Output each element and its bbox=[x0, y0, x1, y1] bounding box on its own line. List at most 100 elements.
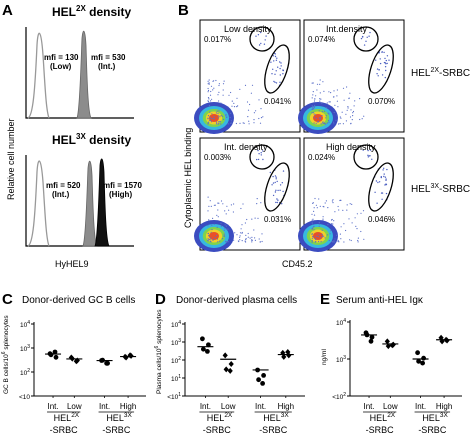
event-dot bbox=[218, 202, 220, 204]
gate-dot bbox=[281, 203, 283, 205]
event-dot bbox=[319, 83, 321, 85]
gate-dot bbox=[371, 158, 373, 160]
event-dot bbox=[334, 238, 336, 240]
event-dot bbox=[233, 239, 235, 241]
data-point bbox=[415, 350, 420, 356]
group-sublabel: -SRBC bbox=[366, 425, 395, 435]
event-dot bbox=[248, 123, 250, 125]
dot-plot-title: Donor-derived GC B cells bbox=[22, 295, 135, 306]
flow-plot-title: High density bbox=[326, 142, 376, 152]
event-dot bbox=[218, 91, 220, 93]
gate-dot bbox=[383, 167, 385, 169]
data-point bbox=[260, 381, 265, 386]
gate-dot bbox=[282, 170, 285, 172]
event-dot bbox=[254, 217, 256, 219]
gate-dot bbox=[385, 192, 388, 195]
gate-dot bbox=[279, 189, 281, 191]
event-dot bbox=[215, 112, 217, 114]
category-label: Int. bbox=[363, 402, 374, 411]
gate-dot bbox=[385, 59, 387, 62]
event-dot bbox=[335, 119, 337, 121]
gate-dot bbox=[366, 36, 368, 38]
gate-dot bbox=[367, 149, 369, 152]
event-dot bbox=[322, 219, 324, 222]
event-dot bbox=[334, 211, 336, 213]
event-dot bbox=[363, 115, 365, 117]
gate-dot bbox=[384, 66, 387, 68]
event-dot bbox=[207, 239, 209, 241]
gate-dot bbox=[256, 158, 258, 161]
group-label: HEL3X bbox=[106, 412, 132, 423]
event-dot bbox=[254, 239, 256, 241]
gate-dot bbox=[260, 42, 262, 45]
event-dot bbox=[217, 94, 219, 96]
event-dot bbox=[247, 116, 249, 118]
event-dot bbox=[321, 229, 323, 231]
event-dot bbox=[325, 200, 327, 202]
gate-dot bbox=[265, 35, 267, 37]
category-label: Int. bbox=[200, 402, 211, 411]
event-dot bbox=[349, 239, 351, 241]
group-label: HEL2X bbox=[207, 412, 233, 423]
event-dot bbox=[311, 82, 313, 84]
histogram-low-curve bbox=[27, 32, 50, 119]
event-dot bbox=[210, 231, 212, 233]
data-point bbox=[228, 360, 234, 367]
gate-dot bbox=[274, 73, 276, 76]
event-dot bbox=[225, 240, 227, 242]
y-tick-label: <102 bbox=[332, 392, 346, 401]
event-dot bbox=[322, 205, 324, 208]
panel-a-top-title: HEL2X density bbox=[52, 4, 131, 19]
y-tick-label: 104 bbox=[20, 320, 30, 329]
event-dot bbox=[329, 101, 331, 103]
gate-dot bbox=[385, 179, 387, 181]
event-dot bbox=[322, 122, 324, 125]
event-dot bbox=[318, 117, 320, 119]
event-dot bbox=[312, 91, 314, 93]
event-dot bbox=[328, 113, 330, 115]
data-point bbox=[73, 358, 79, 365]
data-point bbox=[285, 348, 291, 355]
y-tick-label: <101 bbox=[167, 392, 181, 401]
gate-dot bbox=[277, 199, 279, 201]
event-dot bbox=[337, 106, 339, 108]
gate-dot bbox=[276, 201, 278, 204]
event-dot bbox=[217, 209, 219, 211]
event-dot bbox=[339, 199, 341, 202]
gate-dot bbox=[383, 173, 385, 175]
event-dot bbox=[222, 203, 224, 205]
event-dot bbox=[332, 199, 334, 201]
event-dot bbox=[212, 89, 214, 91]
event-dot bbox=[314, 104, 316, 106]
group-label: HEL3X bbox=[263, 412, 289, 423]
event-dot bbox=[210, 90, 212, 93]
event-dot bbox=[357, 239, 359, 242]
event-dot bbox=[247, 109, 250, 111]
gate-dot bbox=[271, 73, 273, 75]
event-dot bbox=[327, 207, 329, 209]
event-dot bbox=[322, 218, 324, 220]
event-dot bbox=[214, 204, 216, 206]
event-dot bbox=[231, 122, 233, 124]
data-point bbox=[368, 338, 374, 344]
event-dot bbox=[239, 122, 241, 124]
event-dot bbox=[208, 235, 210, 237]
event-dot bbox=[239, 236, 241, 238]
y-tick-label: 102 bbox=[20, 368, 30, 377]
event-dot bbox=[311, 97, 313, 99]
event-dot bbox=[349, 92, 351, 94]
event-dot bbox=[326, 122, 328, 124]
event-dot bbox=[356, 213, 358, 215]
gate-dot bbox=[275, 178, 277, 180]
event-dot bbox=[230, 120, 232, 122]
event-dot bbox=[260, 202, 262, 204]
event-dot bbox=[247, 236, 249, 238]
event-dot bbox=[250, 92, 252, 94]
event-dot bbox=[319, 205, 321, 207]
event-dot bbox=[312, 94, 314, 96]
event-dot bbox=[340, 117, 342, 119]
gate-top-circle bbox=[249, 26, 275, 52]
event-dot bbox=[339, 116, 341, 118]
gate-dot bbox=[272, 55, 275, 57]
